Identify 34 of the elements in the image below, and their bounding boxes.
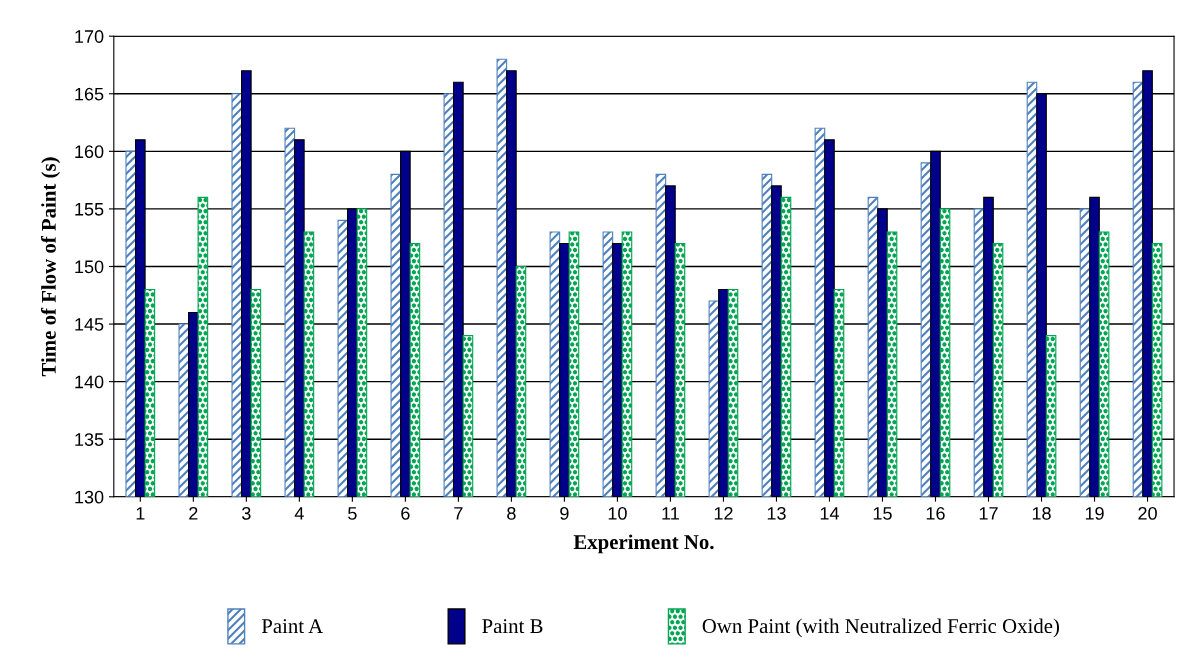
y-tick-label: 140: [75, 375, 104, 389]
x-tick-label: 1: [136, 507, 145, 520]
legend-label: Own Paint (with Neutralized Ferric Oxide): [702, 618, 1059, 638]
x-tick-label: 6: [401, 506, 410, 520]
y-tick-label: 155: [75, 203, 104, 216]
y-tick-label: 165: [75, 87, 104, 101]
x-axis-title: Experiment No.: [573, 534, 714, 554]
x-tick-label: 16: [926, 506, 945, 520]
x-tick-label: 7: [454, 507, 463, 520]
y-tick-label: 160: [75, 145, 104, 159]
x-tick-label: 2: [189, 506, 198, 520]
x-tick-label: 12: [714, 506, 733, 520]
x-tick-label: 9: [560, 506, 569, 520]
x-tick-label: 11: [662, 507, 679, 520]
x-tick-label: 19: [1085, 506, 1104, 520]
y-tick-label: 170: [75, 30, 104, 43]
x-tick-label: 4: [294, 507, 304, 520]
x-tick-label: 8: [507, 506, 516, 520]
x-tick-label: 15: [873, 507, 892, 520]
x-tick-label: 14: [820, 507, 839, 520]
legend-label: Paint B: [482, 619, 543, 634]
y-tick-label: 145: [75, 318, 104, 331]
x-tick-label: 10: [608, 506, 627, 520]
x-tick-label: 13: [767, 506, 786, 520]
x-tick-label: 20: [1138, 506, 1157, 520]
x-tick-label: 5: [348, 507, 357, 520]
x-tick-label: 18: [1032, 506, 1051, 520]
legend-label: Paint A: [261, 619, 324, 634]
y-axis-title: Time of Flow of Paint (s): [40, 157, 61, 377]
y-tick-label: 130: [75, 490, 104, 504]
x-tick-label: 3: [242, 506, 251, 520]
y-tick-label: 135: [75, 433, 104, 446]
x-tick-label: 17: [979, 507, 998, 520]
y-tick-label: 150: [75, 260, 104, 274]
